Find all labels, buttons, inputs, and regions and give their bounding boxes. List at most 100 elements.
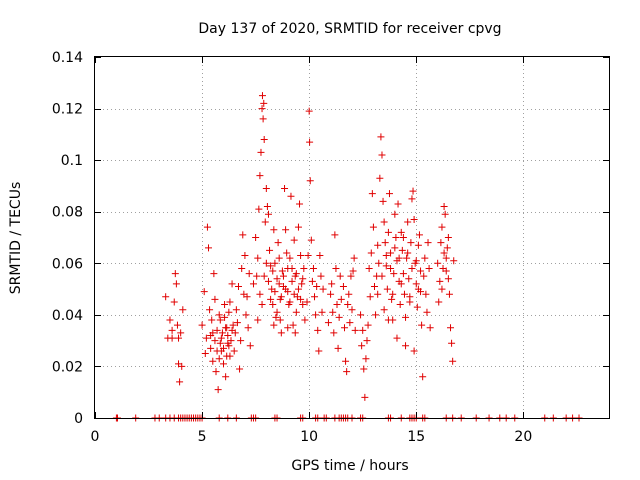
data-points xyxy=(112,92,583,422)
data-point xyxy=(213,347,221,355)
data-point xyxy=(241,252,249,260)
data-point xyxy=(264,210,272,218)
data-point xyxy=(220,344,227,352)
data-point xyxy=(313,282,321,290)
data-point xyxy=(382,252,390,260)
data-point xyxy=(297,252,305,260)
data-point xyxy=(309,264,317,272)
data-point xyxy=(447,324,455,332)
data-point xyxy=(238,264,246,272)
data-point xyxy=(228,280,236,288)
data-point xyxy=(442,254,450,262)
data-point xyxy=(201,350,209,358)
data-point xyxy=(305,107,313,115)
data-point xyxy=(245,270,253,278)
data-point xyxy=(284,324,292,332)
data-point xyxy=(390,270,398,278)
data-point xyxy=(384,228,392,236)
data-point xyxy=(254,254,262,262)
data-point xyxy=(226,352,234,360)
data-point xyxy=(415,231,423,239)
data-point xyxy=(410,347,418,355)
data-point xyxy=(445,290,453,298)
data-point xyxy=(409,187,417,195)
data-point xyxy=(394,200,402,208)
data-point xyxy=(288,277,296,285)
data-point xyxy=(232,306,240,314)
data-point xyxy=(296,200,304,208)
data-point xyxy=(252,234,260,241)
y-tick-label: 0 xyxy=(74,411,83,427)
data-point xyxy=(274,239,282,247)
data-point xyxy=(289,321,297,329)
data-point xyxy=(213,326,221,334)
data-point xyxy=(275,280,283,288)
data-point xyxy=(262,185,270,193)
data-point xyxy=(343,368,351,376)
data-point xyxy=(299,275,307,283)
data-point xyxy=(375,259,383,267)
data-point xyxy=(423,308,431,316)
data-point xyxy=(350,254,358,262)
data-point xyxy=(267,262,275,270)
data-point xyxy=(292,270,300,278)
data-point xyxy=(203,223,211,231)
data-point xyxy=(233,319,241,327)
data-point xyxy=(369,223,377,231)
data-point xyxy=(226,298,234,306)
data-point xyxy=(170,298,178,306)
data-point xyxy=(277,329,285,337)
data-point xyxy=(299,301,307,309)
data-point xyxy=(168,334,176,342)
data-point xyxy=(374,241,382,249)
data-point xyxy=(341,324,349,332)
data-point xyxy=(329,308,337,316)
data-point xyxy=(275,254,283,262)
data-point xyxy=(384,316,392,324)
data-point xyxy=(339,282,347,290)
data-point xyxy=(270,226,278,234)
x-tick-label: 0 xyxy=(91,429,100,445)
data-point xyxy=(365,264,373,272)
y-tick-label: 0.08 xyxy=(52,205,83,221)
data-point xyxy=(294,223,302,231)
data-point xyxy=(221,301,229,309)
data-point xyxy=(318,308,326,316)
x-tick-label: 10 xyxy=(300,429,318,445)
data-point xyxy=(337,295,345,303)
data-point xyxy=(363,337,371,345)
y-axis-label: SRMTID / TECUs xyxy=(8,182,24,295)
data-point xyxy=(407,239,415,247)
data-point xyxy=(218,329,226,337)
data-point xyxy=(214,386,222,394)
y-tick-label: 0.02 xyxy=(52,359,83,375)
data-point xyxy=(269,301,277,309)
data-point xyxy=(222,373,230,381)
data-point xyxy=(380,218,388,226)
data-point xyxy=(324,319,332,327)
data-point xyxy=(387,264,395,272)
data-point xyxy=(348,306,356,314)
axis-ticks: 0 5 10 15 20 0 0.02 0.04 0.06 0.08 0.1 0.12 0.14 xyxy=(52,50,609,445)
data-point xyxy=(381,239,389,247)
data-point xyxy=(443,244,451,252)
data-point xyxy=(244,324,252,332)
data-point xyxy=(334,344,342,352)
data-point xyxy=(266,246,274,254)
data-point xyxy=(367,249,375,257)
data-point xyxy=(307,236,315,244)
data-point xyxy=(331,231,339,239)
data-point xyxy=(399,234,407,241)
data-point xyxy=(270,321,278,329)
data-point xyxy=(290,290,298,298)
data-point xyxy=(424,239,432,247)
y-tick-label: 0.04 xyxy=(52,308,83,324)
data-point xyxy=(412,257,420,265)
data-point xyxy=(243,293,251,301)
data-point xyxy=(290,236,298,244)
data-point xyxy=(406,293,414,301)
data-point xyxy=(408,264,416,272)
data-point xyxy=(217,334,225,342)
data-point xyxy=(246,342,254,350)
data-point xyxy=(335,313,343,321)
